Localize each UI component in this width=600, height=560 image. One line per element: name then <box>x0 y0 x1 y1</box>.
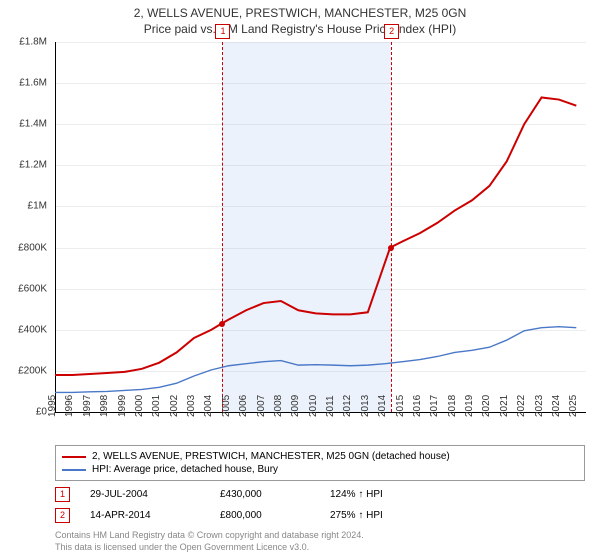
line-series-svg <box>55 42 585 412</box>
y-tick-label: £400K <box>18 324 47 335</box>
x-tick-label: 2007 <box>255 395 266 417</box>
transaction-date: 14-APR-2014 <box>90 510 200 521</box>
x-tick-label: 2004 <box>203 395 214 417</box>
legend-item: HPI: Average price, detached house, Bury <box>62 463 578 476</box>
chart-area: 12 £0£200K£400K£600K£800K£1M£1.2M£1.4M£1… <box>55 42 585 412</box>
legend-swatch <box>62 456 86 458</box>
series-property_price <box>55 98 576 376</box>
y-tick-label: £1.8M <box>19 37 47 48</box>
transaction-row: 2 14-APR-2014 £800,000 275% ↑ HPI <box>55 505 585 526</box>
x-tick-label: 2023 <box>533 395 544 417</box>
transaction-marker: 1 <box>55 487 70 502</box>
transaction-price: £800,000 <box>220 510 310 521</box>
legend-label: HPI: Average price, detached house, Bury <box>92 464 278 475</box>
transaction-date: 29-JUL-2004 <box>90 489 200 500</box>
x-tick-label: 1998 <box>99 395 110 417</box>
x-tick-label: 1995 <box>47 395 58 417</box>
x-tick-label: 2019 <box>464 395 475 417</box>
legend-swatch <box>62 469 86 471</box>
footer-line-2: This data is licensed under the Open Gov… <box>55 542 364 554</box>
y-tick-label: £600K <box>18 283 47 294</box>
x-tick-label: 2000 <box>134 395 145 417</box>
x-tick-label: 2022 <box>516 395 527 417</box>
y-tick-label: £1M <box>28 201 47 212</box>
y-tick-label: £1.2M <box>19 160 47 171</box>
chart-title: 2, WELLS AVENUE, PRESTWICH, MANCHESTER, … <box>0 0 600 20</box>
y-tick-label: £0 <box>36 407 47 418</box>
marker-label: 1 <box>215 24 230 39</box>
x-tick-label: 2013 <box>360 395 371 417</box>
x-tick-label: 1997 <box>82 395 93 417</box>
x-tick-label: 2009 <box>290 395 301 417</box>
footer-attribution: Contains HM Land Registry data © Crown c… <box>55 530 364 553</box>
x-tick-label: 2012 <box>342 395 353 417</box>
x-tick-label: 2016 <box>412 395 423 417</box>
y-tick-label: £1.4M <box>19 119 47 130</box>
x-tick-label: 2017 <box>429 395 440 417</box>
x-tick-label: 2002 <box>169 395 180 417</box>
x-tick-label: 2010 <box>308 395 319 417</box>
legend-label: 2, WELLS AVENUE, PRESTWICH, MANCHESTER, … <box>92 451 450 462</box>
transaction-table: 1 29-JUL-2004 £430,000 124% ↑ HPI 2 14-APR-20… <box>55 484 585 526</box>
x-tick-label: 2015 <box>394 395 405 417</box>
x-tick-label: 1999 <box>116 395 127 417</box>
x-tick-label: 2020 <box>481 395 492 417</box>
transaction-price: £430,000 <box>220 489 310 500</box>
transaction-hpi: 124% ↑ HPI <box>330 489 440 500</box>
transaction-row: 1 29-JUL-2004 £430,000 124% ↑ HPI <box>55 484 585 505</box>
footer-line-1: Contains HM Land Registry data © Crown c… <box>55 530 364 542</box>
chart-subtitle: Price paid vs. HM Land Registry's House … <box>0 20 600 40</box>
y-tick-label: £800K <box>18 242 47 253</box>
x-tick-label: 2006 <box>238 395 249 417</box>
x-tick-label: 2014 <box>377 395 388 417</box>
x-tick-label: 2025 <box>568 395 579 417</box>
y-tick-label: £200K <box>18 365 47 376</box>
x-tick-label: 2018 <box>447 395 458 417</box>
x-tick-label: 2011 <box>325 395 336 417</box>
legend-item: 2, WELLS AVENUE, PRESTWICH, MANCHESTER, … <box>62 450 578 463</box>
marker-label: 2 <box>384 24 399 39</box>
x-tick-label: 2005 <box>221 395 232 417</box>
transaction-marker: 2 <box>55 508 70 523</box>
x-tick-label: 2001 <box>151 395 162 417</box>
series-hpi <box>55 327 576 393</box>
x-tick-label: 1996 <box>64 395 75 417</box>
x-tick-label: 2008 <box>273 395 284 417</box>
legend: 2, WELLS AVENUE, PRESTWICH, MANCHESTER, … <box>55 445 585 481</box>
x-tick-label: 2024 <box>551 395 562 417</box>
transaction-hpi: 275% ↑ HPI <box>330 510 440 521</box>
x-tick-label: 2003 <box>186 395 197 417</box>
y-tick-label: £1.6M <box>19 78 47 89</box>
x-tick-label: 2021 <box>499 395 510 417</box>
